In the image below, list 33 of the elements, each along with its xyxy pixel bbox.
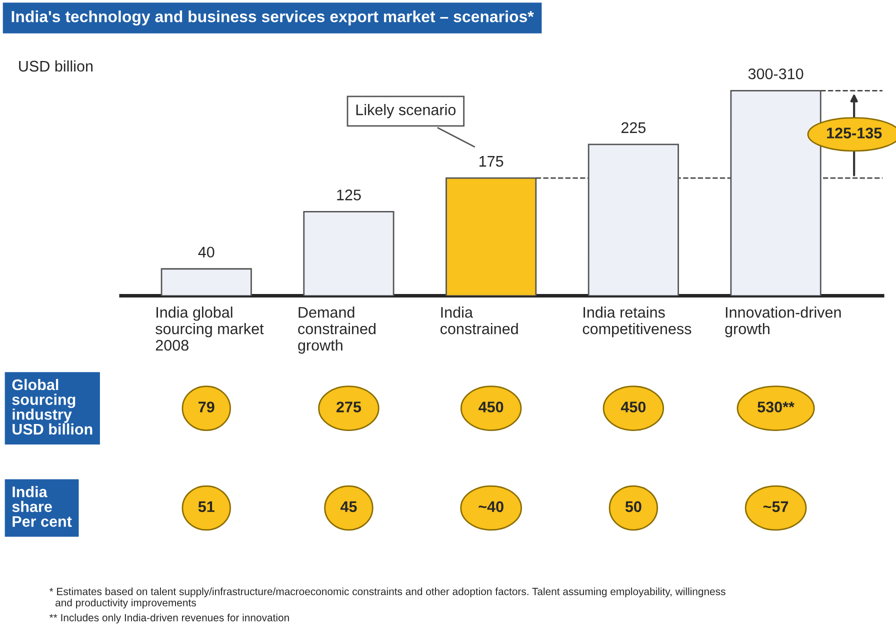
text: 275 [336, 402, 362, 412]
text: India share Per cent [12, 486, 72, 527]
data-label: 300-310 [748, 68, 804, 80]
bar [160, 268, 252, 296]
text: ~57 [763, 501, 788, 512]
text: 45 [340, 501, 357, 512]
x-tick-label: India constrained [440, 306, 518, 334]
data-label: 175 [480, 156, 504, 167]
text: 51 [198, 501, 214, 512]
text: ~40 [478, 501, 504, 512]
x-tick-label: India retains competitiveness [582, 306, 692, 338]
annotation: 125-135 [827, 128, 882, 138]
text: 530** [758, 402, 794, 412]
text: 450 [620, 402, 646, 412]
text: * Estimates based on talent supply/infrastructure/macroeconomic constraints and other adoption factors. Talent assuming employability, willingness and productivity improvements [49, 588, 726, 608]
text: ** Includes only India-driven revenues for innovation [49, 614, 289, 624]
bar [730, 90, 822, 296]
chart-title: India's technology and business services export market – scenarios* [12, 10, 534, 26]
y-axis-title: USD billion [19, 60, 92, 72]
data-label: 40 [198, 246, 214, 258]
text: Global sourcing industry USD billion [12, 378, 92, 435]
x-tick-label: Innovation-driven growth [725, 306, 841, 338]
data-label: 225 [621, 122, 646, 134]
bar [588, 144, 679, 296]
data-label: 125 [337, 190, 361, 200]
text: 50 [625, 501, 642, 512]
bar [303, 211, 394, 296]
annotation: Likely scenario [356, 104, 456, 118]
bar [446, 177, 537, 296]
text: 450 [478, 402, 504, 412]
x-tick-label: Demand constrained growth [298, 306, 376, 354]
text: 79 [198, 402, 214, 412]
x-tick-label: India global sourcing market 2008 [156, 306, 264, 351]
